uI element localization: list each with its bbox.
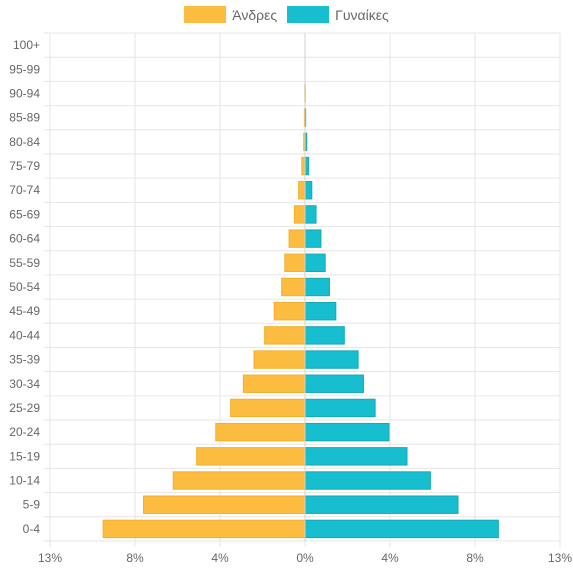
bar-men bbox=[285, 254, 305, 271]
bar-men bbox=[289, 230, 305, 247]
bar-women bbox=[305, 182, 312, 199]
bar-men bbox=[173, 472, 305, 489]
bar-men bbox=[282, 278, 305, 295]
y-tick-label: 0-4 bbox=[23, 522, 41, 536]
legend: Άνδρες Γυναίκες bbox=[0, 6, 573, 23]
y-tick-label: 20-24 bbox=[9, 425, 40, 439]
bar-women bbox=[305, 375, 363, 392]
y-tick-label: 90-94 bbox=[9, 86, 40, 100]
bar-men bbox=[103, 520, 305, 537]
bar-men bbox=[254, 351, 305, 368]
bar-men bbox=[144, 496, 306, 513]
bar-women bbox=[305, 230, 321, 247]
bar-men bbox=[243, 375, 305, 392]
bar-women bbox=[305, 399, 375, 416]
bar-men bbox=[216, 423, 305, 440]
legend-label-women: Γυναίκες bbox=[335, 7, 389, 23]
bar-men bbox=[299, 182, 305, 199]
y-tick-label: 75-79 bbox=[9, 159, 40, 173]
bar-men bbox=[294, 206, 305, 223]
x-tick-label: 4% bbox=[381, 551, 399, 565]
legend-swatch-men bbox=[184, 6, 226, 23]
y-tick-label: 15-19 bbox=[9, 449, 40, 463]
bar-women bbox=[305, 496, 458, 513]
bar-women bbox=[305, 520, 498, 537]
y-tick-label: 80-84 bbox=[9, 135, 40, 149]
bar-women bbox=[305, 448, 407, 465]
legend-label-men: Άνδρες bbox=[232, 7, 277, 23]
y-tick-label: 100+ bbox=[13, 38, 40, 52]
bar-women bbox=[305, 278, 329, 295]
x-tick-label: 8% bbox=[466, 551, 484, 565]
y-tick-label: 85-89 bbox=[9, 111, 40, 125]
y-tick-label: 35-39 bbox=[9, 353, 40, 367]
bar-women bbox=[305, 157, 309, 174]
y-tick-label: 45-49 bbox=[9, 304, 40, 318]
y-tick-label: 55-59 bbox=[9, 256, 40, 270]
y-tick-label: 95-99 bbox=[9, 62, 40, 76]
y-tick-label: 40-44 bbox=[9, 328, 40, 342]
bar-women bbox=[305, 254, 325, 271]
y-tick-label: 25-29 bbox=[9, 401, 40, 415]
bar-men bbox=[197, 448, 305, 465]
x-tick-label: 13% bbox=[548, 551, 572, 565]
bar-women bbox=[305, 327, 344, 344]
bar-women bbox=[305, 302, 336, 319]
legend-swatch-women bbox=[287, 6, 329, 23]
x-tick-label: 0% bbox=[296, 551, 314, 565]
y-tick-label: 30-34 bbox=[9, 377, 40, 391]
y-tick-label: 65-69 bbox=[9, 207, 40, 221]
y-tick-label: 50-54 bbox=[9, 280, 40, 294]
legend-item-men[interactable]: Άνδρες bbox=[184, 6, 277, 23]
x-tick-label: 4% bbox=[211, 551, 229, 565]
x-tick-label: 8% bbox=[126, 551, 144, 565]
bar-women bbox=[305, 206, 316, 223]
y-tick-label: 60-64 bbox=[9, 232, 40, 246]
bar-men bbox=[265, 327, 305, 344]
bar-men bbox=[231, 399, 305, 416]
y-tick-label: 10-14 bbox=[9, 474, 40, 488]
bar-women bbox=[305, 423, 389, 440]
y-tick-label: 5-9 bbox=[23, 498, 41, 512]
bar-women bbox=[305, 351, 358, 368]
legend-item-women[interactable]: Γυναίκες bbox=[287, 6, 389, 23]
y-tick-label: 70-74 bbox=[9, 183, 40, 197]
x-tick-label: 13% bbox=[38, 551, 62, 565]
bar-men bbox=[274, 302, 305, 319]
bar-women bbox=[305, 472, 430, 489]
